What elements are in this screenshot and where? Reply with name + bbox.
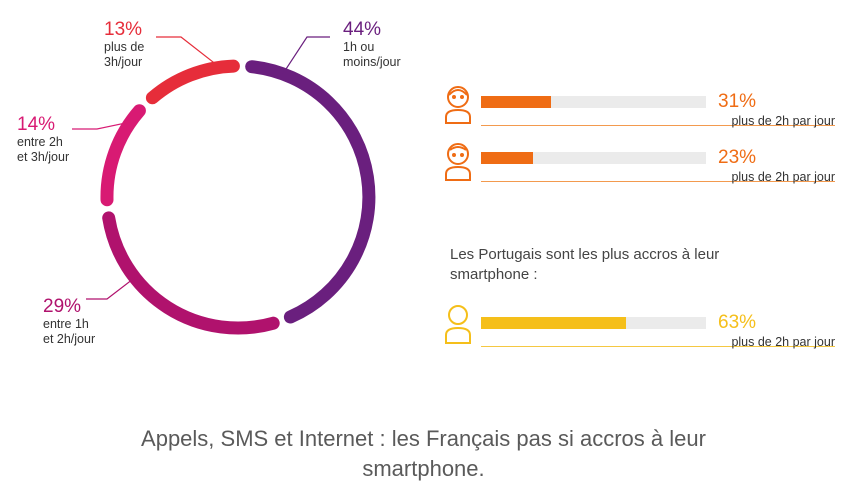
slice-pct-44: 44% <box>343 19 382 40</box>
bar-value-women: 31% <box>718 91 757 112</box>
slice-text-29-line2: et 2h/jour <box>43 332 96 346</box>
leader-line-14 <box>72 121 131 130</box>
slice-text-44-line2: moins/jour <box>343 55 401 69</box>
donut-segment-29 <box>102 211 280 335</box>
bar-track-men <box>481 152 706 164</box>
leader-line-44 <box>282 36 330 75</box>
slice-label-44: 44% 1h ou moins/jour <box>343 20 401 70</box>
caption-line1: Appels, SMS et Internet : les Français p… <box>141 426 706 451</box>
bar-fill-men <box>481 152 533 164</box>
bar-value-men: 23% <box>718 147 757 168</box>
portugal-note-line2: smartphone : <box>450 266 538 283</box>
donut-segment-14 <box>100 104 146 207</box>
portugal-note-line1: Les Portugais sont les plus accros à leu… <box>450 246 720 263</box>
bar-label-men: plus de 2h par jour <box>731 170 835 184</box>
rule-portugal <box>481 346 835 347</box>
bar-label-women: plus de 2h par jour <box>731 114 835 128</box>
slice-text-44-line1: 1h ou <box>343 40 375 54</box>
slice-label-14: 14% entre 2h et 3h/jour <box>17 115 69 165</box>
portugal-note: Les Portugais sont les plus accros à leu… <box>450 245 719 285</box>
leader-line-29 <box>86 277 136 300</box>
slice-label-13: 13% plus de 3h/jour <box>104 20 144 70</box>
donut-segment-44 <box>245 60 376 324</box>
woman-icon <box>445 86 471 124</box>
leader-line-13 <box>156 36 221 68</box>
slice-pct-13: 13% <box>104 19 143 40</box>
slice-text-14-line1: entre 2h <box>17 135 63 149</box>
slice-text-14-line2: et 3h/jour <box>17 150 70 164</box>
person-icon <box>445 305 471 344</box>
slice-pct-14: 14% <box>17 114 56 135</box>
slice-text-29-line1: entre 1h <box>43 317 89 331</box>
bar-value-portugal: 63% <box>718 312 757 333</box>
caption: Appels, SMS et Internet : les Français p… <box>0 424 847 484</box>
slice-label-29: 29% entre 1h et 2h/jour <box>43 297 95 347</box>
bar-track-portugal <box>481 317 706 329</box>
donut-segment-13 <box>145 59 240 105</box>
bar-label-portugal: plus de 2h par jour <box>731 335 835 349</box>
slice-text-13-line1: plus de <box>104 40 145 54</box>
rule-men <box>481 181 835 182</box>
bar-track-women <box>481 96 706 108</box>
caption-line2: smartphone. <box>362 456 485 481</box>
slice-text-13-line2: 3h/jour <box>104 55 143 69</box>
bar-fill-women <box>481 96 551 108</box>
slice-pct-29: 29% <box>43 296 82 317</box>
man-icon <box>445 143 471 181</box>
rule-women <box>481 125 835 126</box>
bar-fill-portugal <box>481 317 626 329</box>
